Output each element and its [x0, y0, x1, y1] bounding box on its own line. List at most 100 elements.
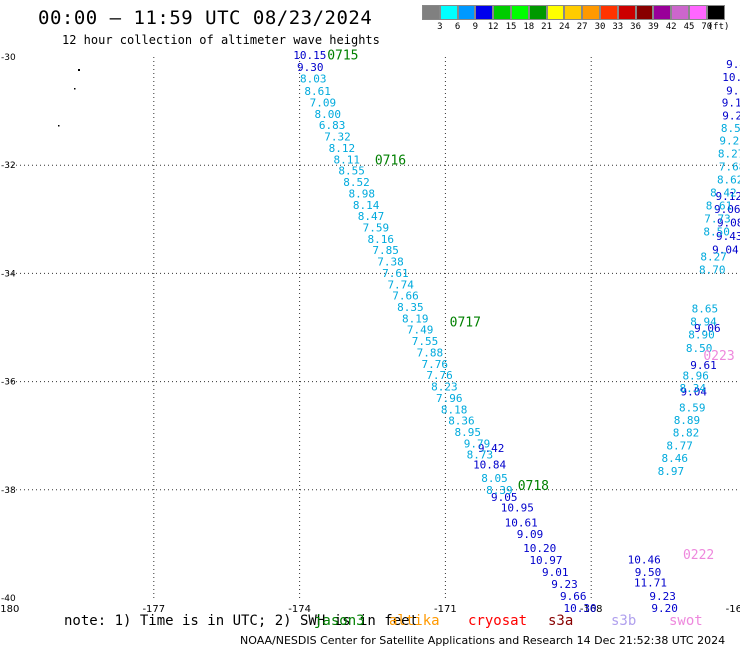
wave-height-label: 8.70 — [699, 264, 726, 277]
wave-height-label: 7.59 — [363, 221, 390, 234]
wave-height-label: 7.61 — [382, 267, 409, 280]
wave-height-label: 9.30 — [297, 61, 324, 74]
wave-height-label: 8.59 — [679, 402, 706, 415]
colorbar-swatch — [688, 5, 707, 20]
wave-height-label: 8.00 — [315, 108, 342, 121]
wave-height-label: 8.47 — [358, 210, 385, 223]
wave-height-label: 7.49 — [407, 324, 434, 337]
wave-height-label: 8.50 — [686, 342, 713, 355]
colorbar-label: 6 — [454, 22, 461, 32]
wave-height-label: 9.23 — [649, 590, 676, 603]
wave-height-label: 7.88 — [417, 346, 444, 359]
pass-time-label: 0222 — [683, 548, 714, 563]
wave-height-label: 7.55 — [412, 335, 439, 348]
y-tick-label: -40 — [1, 594, 16, 604]
wave-height-label: 8.11 — [333, 153, 360, 166]
colorbar-swatch — [635, 5, 654, 20]
mission-label: s3b — [611, 613, 637, 629]
wave-height-label: 8.77 — [666, 440, 693, 453]
axis-labels: -180 -177 -174 -171 -168 -165 -30 -32 -34 -36 -38 -… — [0, 53, 740, 615]
wave-height-label: 8.65 — [692, 303, 719, 316]
wave-height-label: 9.21 — [719, 134, 740, 147]
wave-height-label: 8.12 — [329, 142, 356, 155]
wave-height-label: 7.76 — [421, 358, 448, 371]
wave-height-label: 8.16 — [368, 233, 395, 246]
x-tick-label: -180 — [0, 604, 19, 615]
wave-height-label: 8.97 — [658, 465, 685, 478]
wave-height-label: 7.32 — [324, 131, 351, 144]
wave-height-label: 8.61 — [304, 85, 331, 98]
x-tick-label: -177 — [142, 604, 165, 615]
wave-height-label: 9.28 — [722, 110, 740, 123]
colorbar-swatch — [439, 5, 458, 20]
pass-time-label: 0718 — [518, 479, 549, 494]
colorbar — [422, 5, 725, 20]
wave-height-label: 9.04 — [712, 244, 739, 257]
wave-height-label: 10.30 — [563, 602, 596, 615]
colorbar-label: (ft) — [707, 22, 730, 32]
colorbar-label: 12 — [487, 22, 499, 32]
colorbar-label: 45 — [683, 22, 695, 32]
wave-height-label: 9.23 — [551, 578, 578, 591]
wave-height-label: 8.98 — [349, 187, 376, 200]
wave-height-label: 7.66 — [392, 290, 419, 303]
colorbar-swatch — [706, 5, 725, 20]
wave-height-label: 9.4 — [726, 58, 740, 71]
wave-height-label: 8.27 — [718, 147, 740, 160]
wave-height-label: 8.14 — [353, 199, 380, 212]
island-dot — [74, 88, 76, 90]
wave-height-label: 8.34 — [680, 382, 707, 395]
wave-height-label: 8.52 — [343, 176, 370, 189]
pass-time-label: 0715 — [327, 48, 358, 63]
wave-height-label: 7.96 — [436, 392, 463, 405]
colorbar-label: 36 — [630, 22, 642, 32]
wave-height-label: 8.46 — [662, 452, 689, 465]
chart-title: 00:00 – 11:59 UTC 08/23/2024 — [38, 7, 373, 29]
wave-height-label: 10.46 — [628, 554, 661, 567]
island-dot — [58, 125, 60, 127]
y-tick-label: -32 — [1, 161, 16, 171]
wave-height-label: 8.61 — [706, 199, 733, 212]
wave-height-label: 8.73 — [467, 449, 494, 462]
colorbar-swatch — [564, 5, 583, 20]
colorbar-label: 21 — [541, 22, 553, 32]
mission-label: altika — [389, 613, 440, 629]
island-dot — [78, 69, 80, 71]
wave-height-label: 8.57 — [721, 122, 740, 135]
chart-subtitle: 12 hour collection of altimeter wave hei… — [62, 33, 380, 47]
wave-height-label: 8.05 — [481, 472, 508, 485]
footer — [0, 612, 740, 650]
wave-height-label: 9.06 — [714, 203, 740, 216]
wave-height-label: 9.79 — [464, 437, 491, 450]
wave-height-label: 8.95 — [455, 426, 482, 439]
wave-height-label: 9.01 — [542, 566, 569, 579]
wave-height-label: 8.36 — [448, 415, 475, 428]
y-tick-label: -38 — [1, 486, 16, 496]
x-tick-label: -165 — [726, 604, 740, 615]
colorbar-label: 27 — [576, 22, 588, 32]
wave-height-label: 9.06 — [694, 322, 721, 335]
colorbar-swatch — [599, 5, 618, 20]
wave-height-label: 8.19 — [402, 312, 429, 325]
colorbar-swatch — [475, 5, 494, 20]
wave-height-label: 10.15 — [293, 49, 326, 62]
colorbar-swatch — [528, 5, 547, 20]
wave-height-label: 9.09 — [517, 528, 544, 541]
island-dots — [58, 69, 80, 127]
wave-height-label: 11.71 — [634, 576, 667, 589]
wave-height-label: 8.90 — [688, 329, 715, 342]
colorbar-swatch — [546, 5, 565, 20]
mission-label: swot — [669, 613, 703, 629]
x-tick-label: -171 — [434, 604, 457, 615]
mission-label: s3a — [548, 613, 574, 629]
note-text: note: 1) Time is in UTC; 2) SWH is in fe… — [64, 613, 419, 629]
wave-height-label: 7.76 — [426, 369, 453, 382]
colorbar-swatch — [653, 5, 672, 20]
wave-height-label: 7.74 — [387, 278, 414, 291]
wave-height-label: 8.62 — [717, 173, 740, 186]
colorbar-label: 15 — [505, 22, 517, 32]
pass-time-label: 0717 — [450, 316, 481, 331]
wave-height-label: 9.1 — [726, 85, 740, 98]
colorbar-label: 33 — [612, 22, 624, 32]
